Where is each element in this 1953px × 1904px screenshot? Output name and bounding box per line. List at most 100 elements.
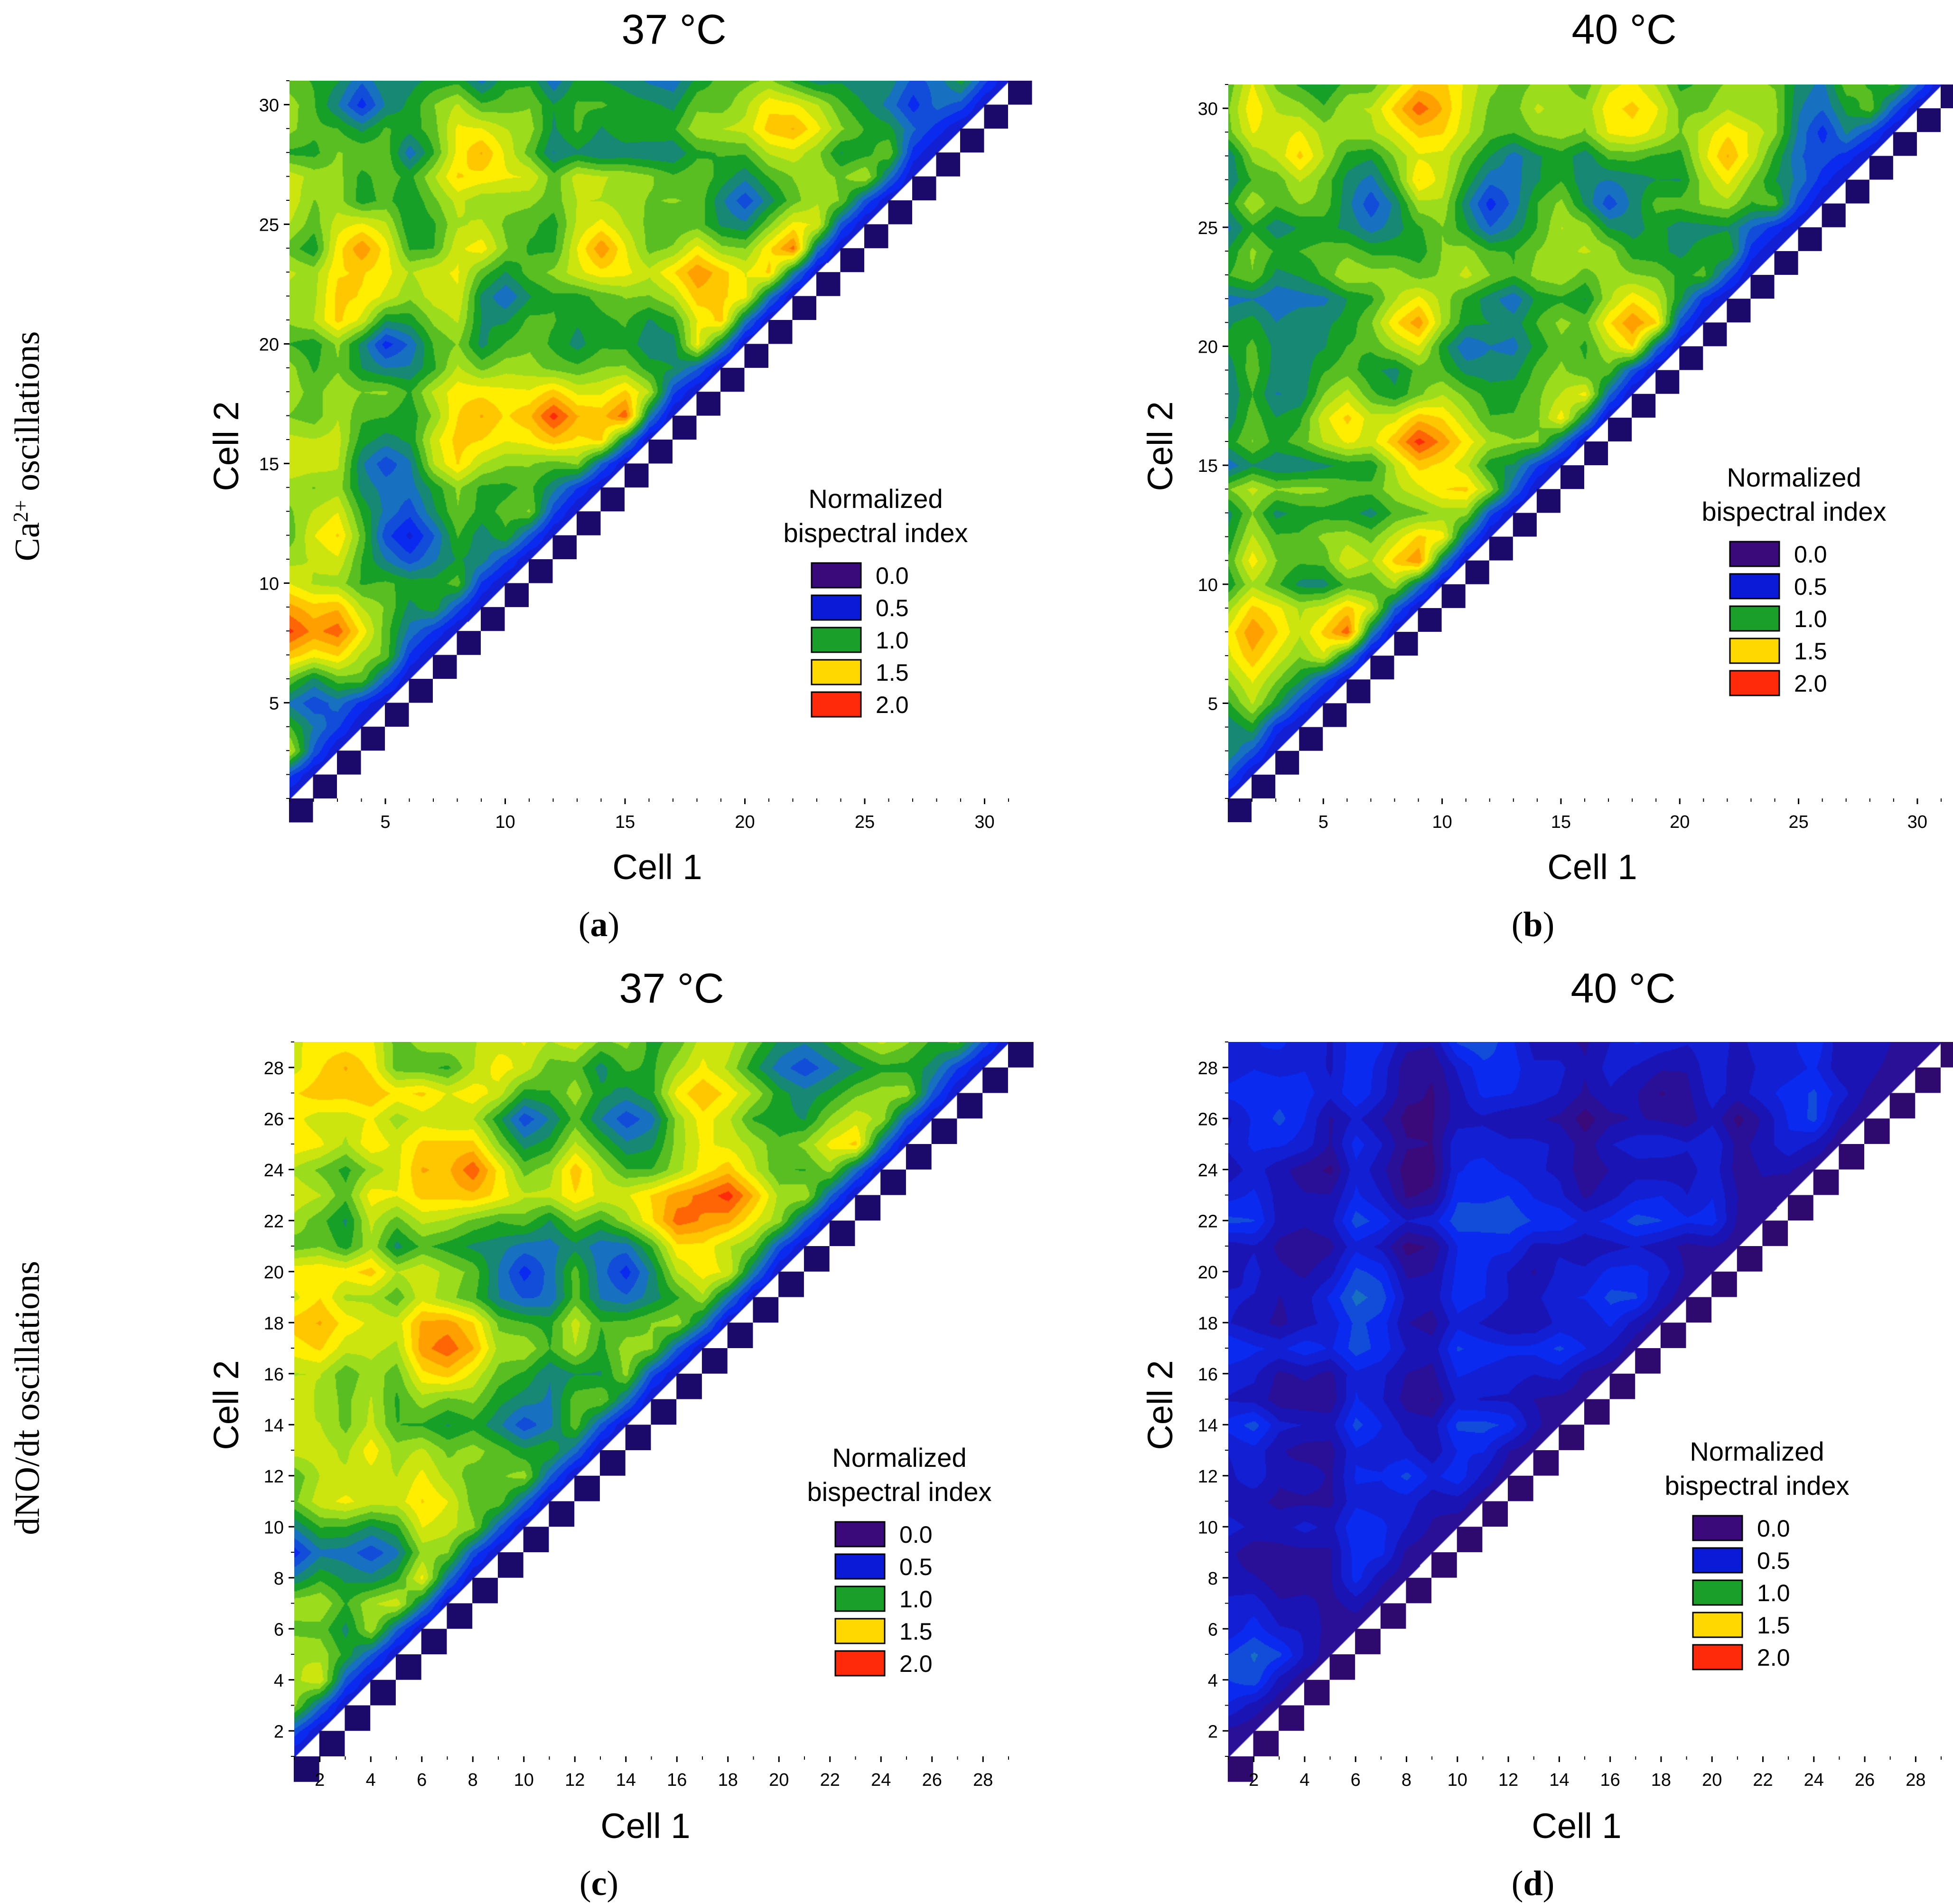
- x-tick-label: 24: [871, 1770, 891, 1790]
- x-tick-label: 10: [495, 812, 515, 832]
- diagonal-cell: [768, 320, 793, 344]
- x-tick-label: 20: [769, 1770, 789, 1790]
- diagonal-cell: [1227, 798, 1252, 823]
- diagonal-cell: [696, 392, 720, 416]
- legend-swatch: [1692, 1515, 1743, 1541]
- legend-entries: 0.0 0.5 1.0 1.5 2.0: [1729, 541, 1827, 697]
- diagonal-cell: [1893, 132, 1917, 156]
- diagonal-cell: [599, 1450, 626, 1476]
- panel-a-caption: (a): [579, 905, 619, 944]
- legend-label: 1.0: [1757, 1580, 1790, 1606]
- x-tick-label: 5: [1318, 812, 1328, 832]
- y-tick-label: 20: [264, 1263, 284, 1283]
- legend-swatch: [811, 627, 862, 653]
- legend-label: 2.0: [1757, 1644, 1790, 1671]
- legend-label: 1.5: [876, 659, 909, 686]
- y-tick-label: 30: [1198, 99, 1218, 119]
- legend-swatch: [1692, 1612, 1743, 1638]
- diagonal-cell: [432, 655, 457, 679]
- legend-label: 0.0: [1757, 1515, 1790, 1542]
- diagonal-cell: [1431, 1552, 1457, 1578]
- legend-swatch: [834, 1650, 886, 1677]
- y-tick-label: 25: [259, 215, 279, 235]
- diagonal-cell: [472, 1577, 498, 1604]
- diagonal-cell: [1788, 1195, 1813, 1221]
- diagonal-cell: [701, 1348, 728, 1374]
- diagonal-cell: [1915, 1067, 1941, 1093]
- panel-d-xlabel: Cell 1: [1532, 1806, 1621, 1846]
- diagonal-cell: [855, 1195, 881, 1221]
- legend-title-line2: bispectral index: [783, 518, 968, 548]
- diagonal-cell: [840, 248, 864, 272]
- diagonal-cell: [1279, 1705, 1304, 1731]
- diagonal-cell: [505, 583, 529, 607]
- diagonal-cell: [720, 367, 745, 392]
- legend-swatch: [1692, 1547, 1743, 1574]
- x-tick-label: 26: [922, 1770, 942, 1790]
- diagonal-cell: [361, 726, 385, 751]
- diagonal-cell: [1940, 84, 1953, 109]
- legend-swatch: [811, 691, 862, 718]
- diagonal-cell: [727, 1322, 753, 1348]
- diagonal-cell: [319, 1731, 345, 1756]
- y-tick-label: 28: [264, 1059, 284, 1079]
- diagonal-cell: [1737, 1246, 1763, 1272]
- diagonal-cell: [1750, 275, 1775, 299]
- diagonal-cell: [1798, 227, 1822, 251]
- diagonal-cell: [421, 1629, 447, 1654]
- legend-swatch: [834, 1521, 886, 1548]
- legend-label: 1.5: [1757, 1612, 1790, 1639]
- legend-title-line1: Normalized: [832, 1443, 966, 1473]
- diagonal-cell: [1864, 1118, 1890, 1144]
- legend-label: 1.0: [1794, 606, 1827, 632]
- diagonal-cell: [480, 607, 505, 631]
- panel-b-ylabel: Cell 2: [1140, 401, 1180, 491]
- diagonal-cell: [1916, 108, 1941, 132]
- panel-d-title: 40 °C: [1570, 965, 1675, 1012]
- x-tick-label: 26: [1855, 1770, 1875, 1790]
- x-tick-label: 12: [565, 1770, 585, 1790]
- legend-label: 0.5: [1757, 1548, 1790, 1574]
- x-tick-label: 6: [1351, 1770, 1361, 1790]
- diagonal-cell: [1355, 1629, 1381, 1654]
- y-tick-label: 18: [264, 1313, 284, 1333]
- x-tick-label: 30: [974, 812, 994, 832]
- diagonal-cell: [625, 1425, 651, 1450]
- y-tick-label: 10: [1198, 575, 1218, 595]
- diagonal-cell: [1380, 1603, 1406, 1629]
- x-tick-label: 15: [1551, 812, 1571, 832]
- panel-d-caption: (d): [1512, 1864, 1554, 1903]
- diagonal-cell: [1536, 489, 1561, 513]
- x-tick-label: 10: [1432, 812, 1452, 832]
- legend-swatch: [834, 1585, 886, 1612]
- diagonal-cell: [293, 1756, 319, 1782]
- legend-label: 0.0: [876, 563, 909, 589]
- panel-b-caption: (b): [1512, 905, 1554, 944]
- y-tick-label: 15: [259, 454, 279, 474]
- x-tick-label: 25: [855, 812, 875, 832]
- diagonal-cell: [1304, 1679, 1330, 1706]
- row-label-ca: Ca2+ oscillations: [8, 331, 47, 562]
- diagonal-cell: [497, 1552, 523, 1578]
- diagonal-cell: [552, 535, 577, 560]
- y-tick-label: 18: [1198, 1313, 1218, 1333]
- y-tick-label: 10: [1198, 1518, 1218, 1538]
- row-label-dno: dNO/dt oscillations: [8, 1261, 47, 1535]
- legend-swatch: [1729, 605, 1780, 632]
- diagonal-cell: [960, 128, 984, 153]
- y-tick-label: 30: [259, 95, 279, 115]
- panel-c-heatmap: [293, 1042, 1034, 1782]
- diagonal-cell: [409, 679, 433, 703]
- x-tick-label: 24: [1804, 1770, 1824, 1790]
- panel-c-ylabel: Cell 2: [206, 1360, 246, 1450]
- diagonal-cell: [447, 1603, 473, 1629]
- x-tick-label: 28: [973, 1770, 993, 1790]
- panel-d-ylabel: Cell 2: [1140, 1360, 1180, 1450]
- legend-title-line1: Normalized: [1690, 1436, 1824, 1466]
- legend-swatch: [1692, 1579, 1743, 1606]
- panel-c-legend: Normalized bispectral index 0.0 0.5 1.0 1.5…: [807, 1443, 991, 1677]
- panel-b-heatmap: [1227, 84, 1953, 823]
- diagonal-cell: [804, 1246, 830, 1272]
- y-tick-label: 20: [259, 335, 279, 355]
